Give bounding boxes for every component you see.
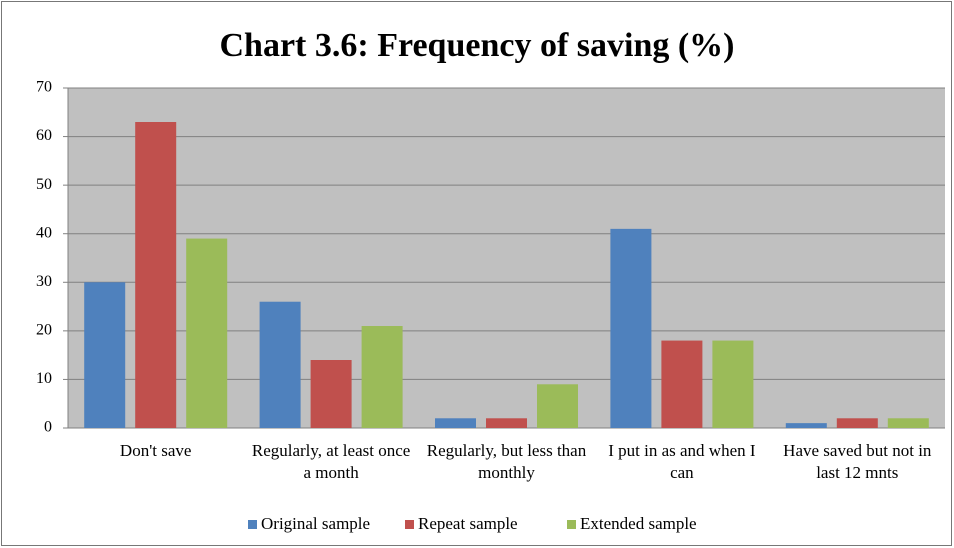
y-tick-label: 10 xyxy=(36,370,52,387)
bar xyxy=(887,418,929,428)
bar xyxy=(84,282,126,428)
chart-title: Chart 3.6: Frequency of saving (%) xyxy=(220,27,735,64)
bar xyxy=(310,360,352,428)
bar xyxy=(361,326,403,428)
bar xyxy=(486,418,527,428)
y-tick-label: 20 xyxy=(36,322,52,339)
bar xyxy=(836,418,878,428)
x-tick-label: Regularly, at least once a month xyxy=(251,441,411,482)
y-tick-label: 60 xyxy=(36,127,52,144)
legend-label: Extended sample xyxy=(580,514,697,533)
legend-swatch xyxy=(405,520,414,529)
x-tick-label: I put in as and when I can xyxy=(608,441,756,482)
y-tick-label: 0 xyxy=(44,419,52,436)
y-tick-label: 40 xyxy=(36,224,52,241)
y-tick-label: 70 xyxy=(36,79,52,96)
legend-swatch xyxy=(567,520,576,529)
bar xyxy=(712,340,754,428)
bar xyxy=(537,384,578,428)
y-tick-label: 50 xyxy=(36,176,52,193)
bar xyxy=(610,228,652,428)
bar xyxy=(135,122,177,428)
legend-label: Repeat sample xyxy=(418,514,518,533)
y-tick-label: 30 xyxy=(36,273,52,290)
x-tick-label: Have saved but not in last 12 mnts xyxy=(783,441,932,482)
x-tick-label: Regularly, but less than monthly xyxy=(426,441,587,482)
bar xyxy=(259,301,301,428)
bar xyxy=(435,418,476,428)
bar xyxy=(785,423,827,428)
x-tick-label: Don't save xyxy=(119,441,192,460)
legend-swatch xyxy=(248,520,257,529)
bar xyxy=(186,238,228,428)
legend-label: Original sample xyxy=(261,514,370,533)
bar xyxy=(661,340,703,428)
